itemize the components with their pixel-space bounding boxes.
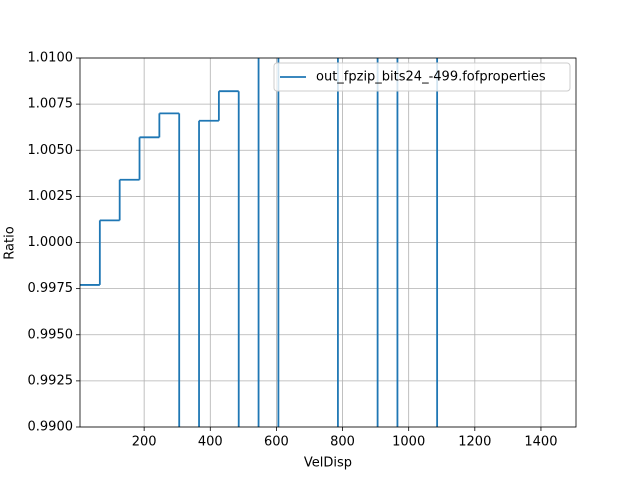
- y-tick-label: 1.0100: [28, 51, 74, 66]
- x-tick-label: 800: [330, 435, 355, 450]
- x-tick-label: 1200: [458, 435, 491, 450]
- y-tick-label: 1.0000: [28, 235, 74, 250]
- legend-label: out_fpzip_bits24_-499.fofproperties: [316, 70, 546, 85]
- y-tick-label: 0.9975: [28, 281, 74, 296]
- y-tick-label: 0.9925: [28, 373, 74, 388]
- y-tick-label: 1.0075: [28, 97, 74, 112]
- y-tick-label: 1.0025: [28, 189, 74, 204]
- x-tick-label: 400: [198, 435, 223, 450]
- x-tick-label: 1000: [392, 435, 425, 450]
- y-tick-label: 0.9900: [28, 420, 74, 435]
- y-tick-label: 1.0050: [28, 143, 74, 158]
- legend-box: [273, 62, 571, 92]
- y-tick-label: 0.9950: [28, 327, 74, 342]
- y-axis-label: Ratio: [3, 226, 18, 259]
- x-axis-label: VelDisp: [304, 456, 352, 471]
- x-tick-label: 600: [264, 435, 289, 450]
- x-tick-label: 1400: [524, 435, 557, 450]
- x-tick-label: 200: [132, 435, 157, 450]
